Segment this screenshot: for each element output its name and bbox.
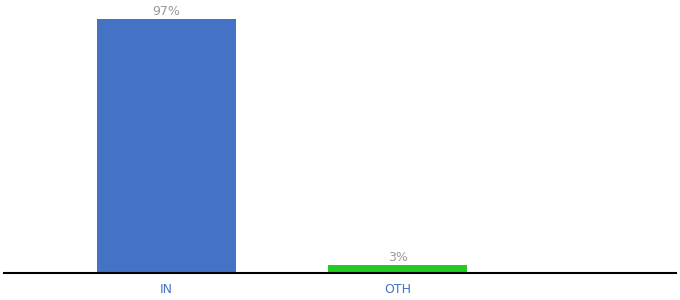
Text: 97%: 97% xyxy=(152,5,180,18)
Bar xyxy=(97,19,236,273)
Text: 3%: 3% xyxy=(388,251,408,264)
Bar xyxy=(328,265,467,273)
